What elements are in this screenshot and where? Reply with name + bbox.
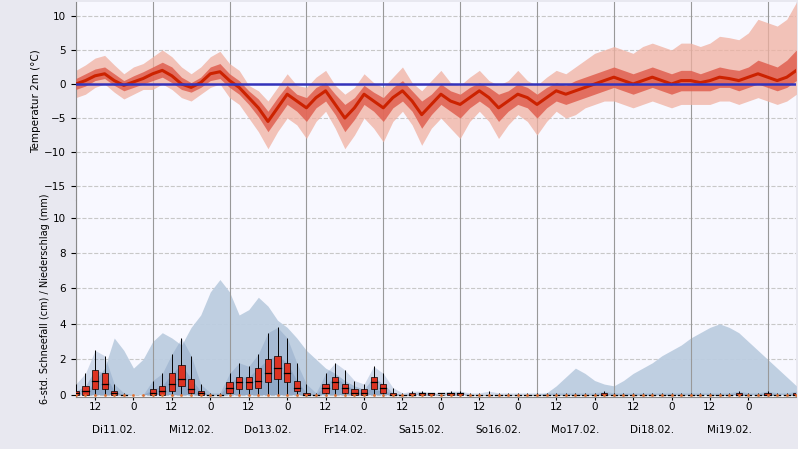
Bar [149,389,156,395]
Bar [188,379,194,393]
Text: So16.02.: So16.02. [476,425,522,435]
Text: Mi12.02.: Mi12.02. [168,425,214,435]
Bar [179,365,184,386]
Text: Di18.02.: Di18.02. [630,425,674,435]
Bar [409,393,415,395]
Text: Mo17.02.: Mo17.02. [551,425,599,435]
Bar [457,393,464,395]
Bar [380,384,386,393]
Bar [198,391,203,395]
Text: Do13.02.: Do13.02. [244,425,292,435]
Bar [246,377,252,389]
Y-axis label: 6-std. Schneefall (cm) / Niederschlag (mm): 6-std. Schneefall (cm) / Niederschlag (m… [40,194,50,404]
Bar [419,393,425,395]
Bar [275,356,281,379]
Bar [370,377,377,389]
Bar [82,386,89,395]
Bar [361,389,367,395]
Bar [92,370,98,389]
Bar [764,393,771,395]
Text: Fr14.02.: Fr14.02. [323,425,366,435]
Bar [601,393,607,395]
Bar [73,391,79,395]
Text: Di11.02.: Di11.02. [93,425,136,435]
Bar [793,393,798,395]
Y-axis label: Temperatur 2m (°C): Temperatur 2m (°C) [31,49,41,153]
Bar [284,363,290,382]
Bar [389,393,396,395]
Bar [255,368,262,387]
Bar [448,393,453,395]
Bar [101,374,108,389]
Bar [227,382,233,393]
Bar [294,381,300,391]
Bar [332,377,338,389]
Bar [322,384,329,393]
Bar [342,384,348,393]
Bar [303,393,310,395]
Bar [265,359,271,382]
Bar [351,389,358,395]
Text: Mi19.02.: Mi19.02. [707,425,752,435]
Bar [111,391,117,395]
Bar [159,386,165,395]
Bar [236,377,243,389]
Bar [429,393,434,395]
Bar [736,393,742,395]
Bar [168,374,175,391]
Text: Sa15.02.: Sa15.02. [399,425,444,435]
